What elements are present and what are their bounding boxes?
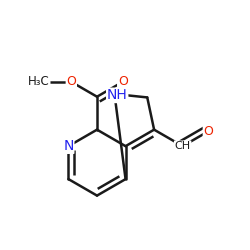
Text: H₃C: H₃C — [28, 75, 50, 88]
Text: N: N — [63, 139, 74, 153]
Text: O: O — [204, 125, 213, 138]
Text: NH: NH — [107, 88, 128, 102]
Text: O: O — [66, 75, 76, 88]
Text: O: O — [118, 75, 128, 88]
Text: CH: CH — [174, 141, 191, 151]
